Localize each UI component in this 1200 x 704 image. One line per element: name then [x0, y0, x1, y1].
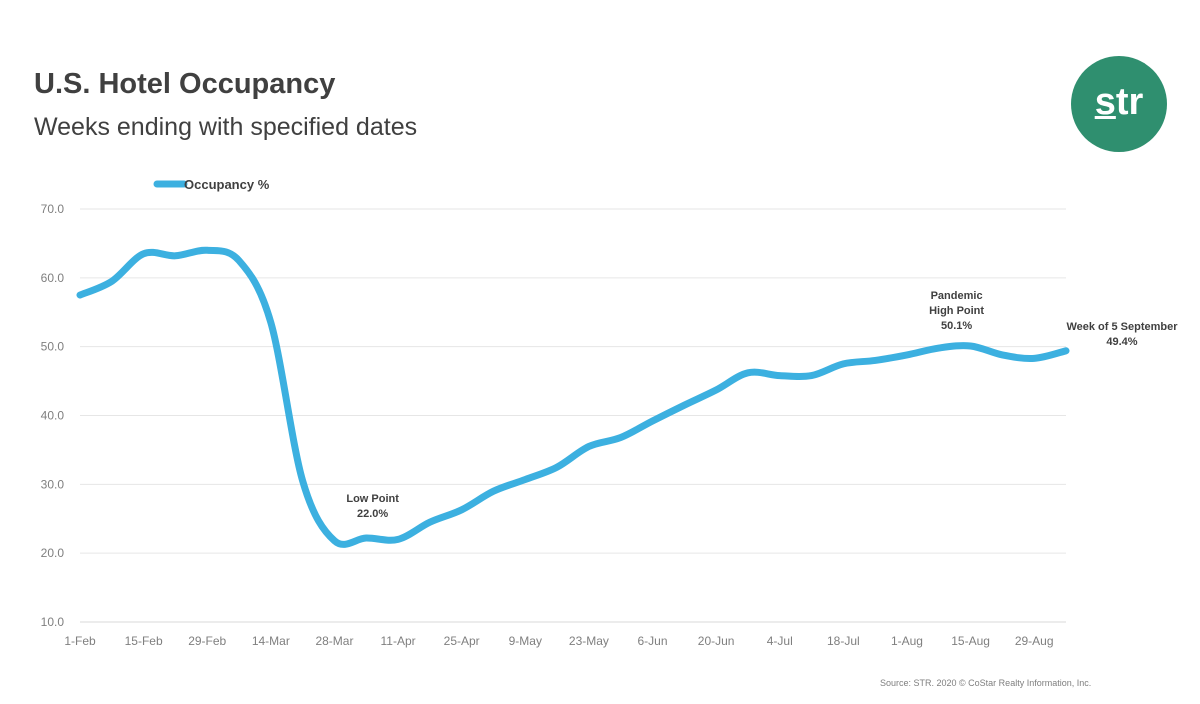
annotation-high-point: High Point	[929, 305, 984, 317]
str-logo-text: str	[1094, 80, 1144, 123]
x-tick-label: 20-Jun	[698, 634, 735, 648]
annotation-low-point: 22.0%	[357, 508, 388, 520]
annotation-low-point: Low Point	[346, 493, 399, 505]
x-tick-label: 1-Aug	[891, 634, 923, 648]
y-tick-label: 30.0	[41, 477, 65, 491]
x-tick-label: 15-Feb	[125, 634, 163, 648]
annotation-high-point: 50.1%	[941, 320, 972, 332]
x-tick-label: 18-Jul	[827, 634, 860, 648]
x-tick-label: 4-Jul	[767, 634, 793, 648]
y-axis-ticks: 10.0 20.0 30.0 40.0 50.0 60.0 70.0	[41, 202, 65, 629]
annotation-latest-week: Week of 5 September	[1066, 321, 1178, 333]
x-tick-label: 11-Apr	[380, 634, 415, 648]
x-tick-label: 28-Mar	[315, 634, 353, 648]
x-tick-label: 6-Jun	[638, 634, 668, 648]
y-tick-label: 70.0	[41, 202, 65, 216]
x-tick-label: 25-Apr	[444, 634, 480, 648]
x-tick-label: 1-Feb	[64, 634, 96, 648]
y-tick-label: 60.0	[41, 271, 65, 285]
annotation-latest-week: 49.4%	[1106, 336, 1137, 348]
annotation-high-point: Pandemic	[931, 290, 983, 302]
chart-subtitle: Weeks ending with specified dates	[34, 113, 418, 141]
y-tick-label: 10.0	[41, 615, 65, 629]
str-logo: str	[1071, 56, 1167, 152]
legend: Occupancy %	[153, 177, 270, 192]
legend-label: Occupancy %	[184, 177, 270, 192]
y-tick-label: 20.0	[41, 546, 65, 560]
source-note: Source: STR. 2020 © CoStar Realty Inform…	[880, 678, 1092, 688]
series-layer	[76, 246, 1070, 548]
y-tick-label: 50.0	[41, 340, 65, 354]
x-tick-label: 14-Mar	[252, 634, 290, 648]
x-tick-label: 15-Aug	[951, 634, 990, 648]
x-tick-label: 9-May	[509, 634, 542, 648]
x-tick-label: 29-Feb	[188, 634, 226, 648]
annotations: Low Point 22.0% Pandemic High Point 50.1% Wee…	[346, 290, 1178, 520]
chart-title: U.S. Hotel Occupancy	[34, 68, 336, 100]
x-tick-label: 29-Aug	[1015, 634, 1054, 648]
y-tick-label: 40.0	[41, 409, 65, 423]
x-axis-ticks: 1-Feb 15-Feb 29-Feb 14-Mar 28-Mar 11-Apr 25-Ap…	[64, 634, 1053, 648]
series-line-occupancy	[76, 246, 1070, 548]
grid-layer	[80, 208, 1066, 623]
x-tick-label: 23-May	[569, 634, 609, 648]
